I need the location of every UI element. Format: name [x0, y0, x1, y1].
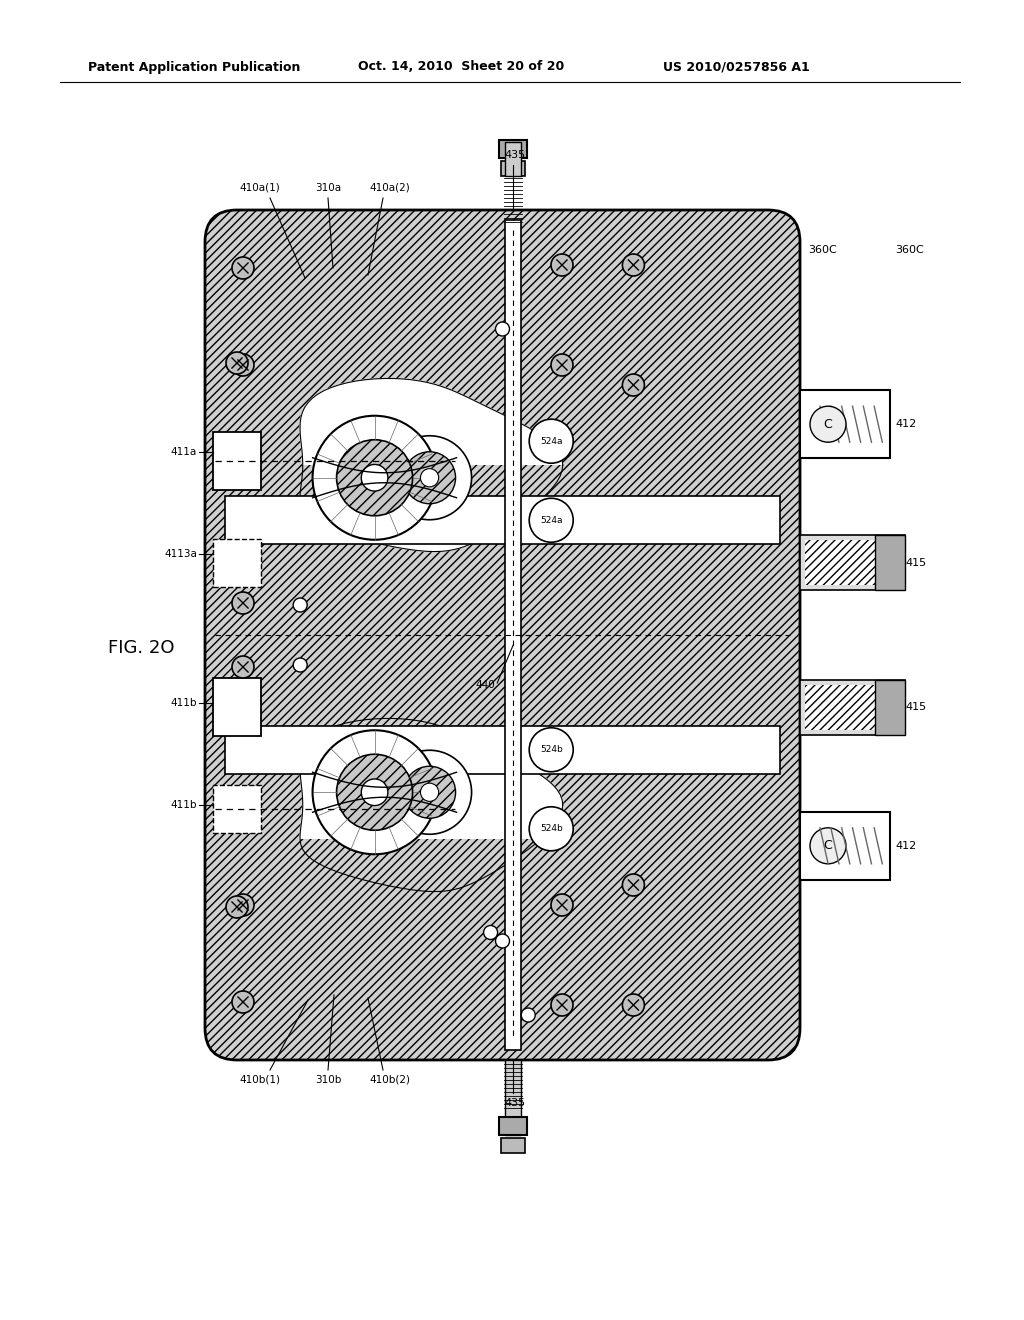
Text: 412: 412 [895, 420, 916, 429]
Circle shape [232, 591, 254, 614]
Circle shape [810, 407, 846, 442]
Bar [225, 669, 780, 737]
Text: 415: 415 [905, 702, 926, 713]
Bar [225, 840, 780, 907]
Circle shape [361, 465, 388, 491]
Text: 310b: 310b [314, 1074, 341, 1085]
Bar [800, 812, 890, 880]
Text: 360C: 360C [808, 246, 837, 255]
Circle shape [623, 374, 644, 396]
Circle shape [529, 727, 573, 772]
Bar [213, 539, 261, 587]
Circle shape [551, 253, 573, 276]
Text: 524a: 524a [540, 516, 562, 525]
Bar [800, 535, 905, 590]
Circle shape [496, 322, 510, 337]
Circle shape [529, 420, 573, 463]
Bar [225, 465, 780, 533]
Circle shape [551, 354, 573, 376]
Circle shape [293, 598, 307, 612]
Text: 524a: 524a [540, 437, 562, 446]
Circle shape [232, 354, 254, 376]
Circle shape [226, 352, 248, 374]
Circle shape [623, 874, 644, 896]
Circle shape [551, 994, 573, 1016]
Bar [874, 680, 905, 735]
Text: Patent Application Publication: Patent Application Publication [88, 61, 300, 74]
Circle shape [551, 894, 573, 916]
Text: 524b: 524b [540, 746, 562, 754]
Circle shape [623, 253, 644, 276]
Text: 410b(2): 410b(2) [370, 1074, 411, 1085]
Circle shape [387, 436, 472, 520]
Bar [505, 1060, 521, 1135]
Bar [501, 1138, 525, 1152]
Text: 435: 435 [505, 150, 525, 160]
Text: 435: 435 [505, 1098, 525, 1107]
Circle shape [312, 416, 436, 540]
Text: 411b: 411b [171, 698, 197, 708]
Circle shape [232, 257, 254, 279]
Circle shape [529, 807, 573, 851]
Circle shape [232, 894, 254, 916]
Bar [500, 140, 527, 158]
Bar [505, 220, 521, 1049]
Bar [225, 294, 780, 363]
Text: 4113a: 4113a [164, 549, 197, 560]
Polygon shape [300, 379, 563, 552]
Text: 410a(1): 410a(1) [240, 183, 281, 193]
Circle shape [421, 783, 438, 801]
Circle shape [226, 896, 248, 917]
Bar [800, 680, 905, 735]
Circle shape [529, 498, 573, 543]
Text: US 2010/0257856 A1: US 2010/0257856 A1 [663, 61, 810, 74]
Text: 411a: 411a [171, 447, 197, 457]
Text: Oct. 14, 2010  Sheet 20 of 20: Oct. 14, 2010 Sheet 20 of 20 [358, 61, 564, 74]
Circle shape [521, 1008, 536, 1022]
Bar [225, 726, 780, 774]
Circle shape [496, 935, 510, 948]
Bar [805, 685, 874, 730]
Bar [225, 496, 780, 544]
Bar [213, 785, 261, 833]
Circle shape [232, 991, 254, 1012]
Text: 412: 412 [895, 841, 916, 851]
Circle shape [403, 451, 456, 504]
Circle shape [361, 779, 388, 805]
Circle shape [337, 754, 413, 830]
Text: 360C: 360C [895, 246, 924, 255]
Circle shape [810, 828, 846, 863]
Text: 524b: 524b [540, 824, 562, 833]
Bar [213, 432, 261, 490]
Circle shape [387, 750, 472, 834]
Text: FIG. 2O: FIG. 2O [108, 639, 174, 657]
Bar [500, 1117, 527, 1135]
FancyBboxPatch shape [205, 210, 800, 1060]
Bar [800, 391, 890, 458]
Circle shape [483, 925, 498, 940]
Circle shape [312, 730, 436, 854]
Bar [805, 540, 874, 585]
Text: 411b: 411b [171, 800, 197, 810]
Text: 410b(1): 410b(1) [240, 1074, 281, 1085]
Text: C: C [823, 840, 833, 853]
Text: 415: 415 [905, 558, 926, 568]
Circle shape [232, 656, 254, 678]
Text: 410a(2): 410a(2) [370, 183, 411, 193]
Bar [213, 678, 261, 737]
Polygon shape [300, 718, 563, 891]
Bar [874, 535, 905, 590]
Circle shape [623, 994, 644, 1016]
Circle shape [403, 766, 456, 818]
Bar [505, 143, 521, 176]
Text: 310a: 310a [315, 183, 341, 193]
Text: C: C [823, 417, 833, 430]
Circle shape [337, 440, 413, 516]
Circle shape [293, 657, 307, 672]
Circle shape [421, 469, 438, 487]
Text: 440: 440 [475, 680, 496, 690]
Bar [501, 161, 525, 176]
